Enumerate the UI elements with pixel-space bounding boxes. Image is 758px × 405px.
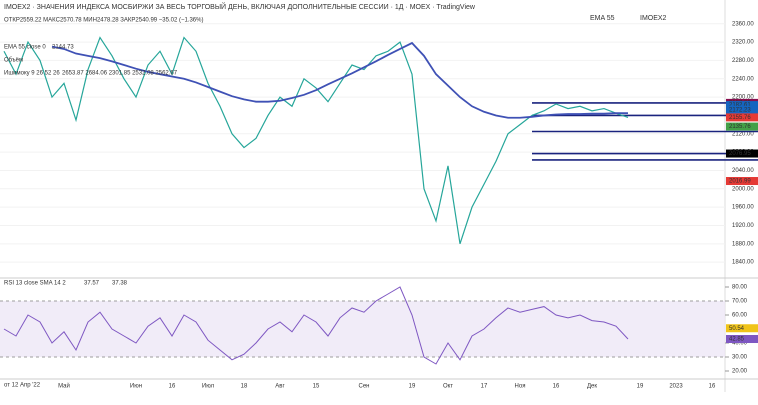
price-tag — [726, 101, 758, 110]
annotation: Объём — [4, 58, 23, 64]
price-tag-label: 2076.95 — [729, 151, 751, 157]
x-tick-label: 16 — [553, 384, 560, 390]
annotation: от 12 Апр '22 — [4, 383, 41, 389]
price-tag — [726, 177, 758, 186]
price-tag-label: 2155.76 — [729, 115, 751, 121]
price-tag-label: 2135.76 — [729, 124, 751, 130]
y-tick-label: 1840.00 — [732, 260, 754, 266]
y-tick-label: 2320.00 — [732, 40, 754, 46]
y-tick-label: 2240.00 — [732, 76, 754, 82]
price-tag-label: 42.85 — [729, 337, 745, 343]
y-tick-label: 2280.00 — [732, 58, 754, 64]
chart-title: IMOEX2 · ЗНАЧЕНИЯ ИНДЕКСА МОСБИРЖИ ЗА ВЕ… — [4, 2, 476, 11]
x-tick-label: Июл — [202, 384, 215, 390]
price-tag — [726, 105, 758, 114]
rsi-tick-label: 80.00 — [732, 285, 748, 291]
price-tag — [726, 113, 758, 122]
annotation: 37.57 — [84, 281, 100, 287]
legend-entry: IMOEX2 — [640, 15, 667, 22]
y-tick-label: 2000.00 — [732, 186, 754, 192]
rsi-tick-label: 40.00 — [732, 341, 748, 347]
rsi-tick-label: 20.00 — [732, 369, 748, 375]
x-tick-label: 18 — [241, 384, 248, 390]
x-tick-label: Июн — [130, 384, 142, 390]
x-tick-label: 19 — [637, 384, 644, 390]
annotation: Ишимоку 9 26 52 26 — [4, 71, 60, 77]
x-tick-label: Ноя — [515, 384, 526, 390]
annotation: EMA 55 close 0 — [4, 45, 46, 51]
y-tick-label: 1960.00 — [732, 205, 754, 211]
x-tick-label: Окт — [443, 384, 453, 390]
price-tag — [726, 149, 758, 158]
price-tag-label: 2182.61 — [729, 103, 751, 109]
y-tick-label: 1920.00 — [732, 223, 754, 229]
legend-entry: EMA 55 — [590, 15, 615, 22]
rsi-band — [0, 301, 725, 357]
price-line — [3, 36, 629, 245]
y-tick-label: 2040.00 — [732, 168, 754, 174]
price-tag — [726, 335, 758, 344]
x-tick-label: 16 — [709, 384, 716, 390]
price-tag — [726, 324, 758, 333]
rsi-tick-label: 30.00 — [732, 355, 748, 361]
x-tick-label: Сен — [359, 384, 370, 390]
rsi-line — [3, 286, 629, 365]
price-line — [51, 41, 628, 119]
price-tag — [726, 122, 758, 131]
x-tick-label: 2023 — [669, 384, 683, 390]
y-tick-label: 2200.00 — [732, 95, 754, 101]
y-tick-label: 2120.00 — [732, 131, 754, 137]
annotation: ОТКР2559.22 МАКС2570.78 МИН2478.28 ЗАКР2… — [4, 18, 203, 24]
x-tick-label: 16 — [169, 384, 176, 390]
y-tick-label: 2360.00 — [732, 21, 754, 27]
x-tick-label: Авг — [275, 384, 285, 390]
price-tag-label: 50.54 — [729, 326, 745, 332]
rsi-tick-label: 70.00 — [732, 299, 748, 305]
price-tag-label: 2016.99 — [729, 179, 751, 185]
y-tick-label: 1880.00 — [732, 241, 754, 247]
price-tag-label: 2172.23 — [729, 107, 751, 113]
annotation: RSI 13 close SMA 14 2 — [4, 281, 66, 287]
x-tick-label: 17 — [481, 384, 488, 390]
annotation: 37.38 — [112, 281, 128, 287]
x-tick-label: Дек — [587, 384, 597, 390]
annotation: 2144.73 — [52, 45, 74, 51]
rsi-tick-label: 60.00 — [732, 313, 748, 319]
x-tick-label: Май — [58, 383, 70, 390]
annotation: 2653.87 2684.06 2301.85 2532.08 2562.67 — [62, 71, 178, 77]
x-tick-label: 15 — [313, 384, 320, 390]
x-tick-label: 19 — [409, 384, 416, 390]
